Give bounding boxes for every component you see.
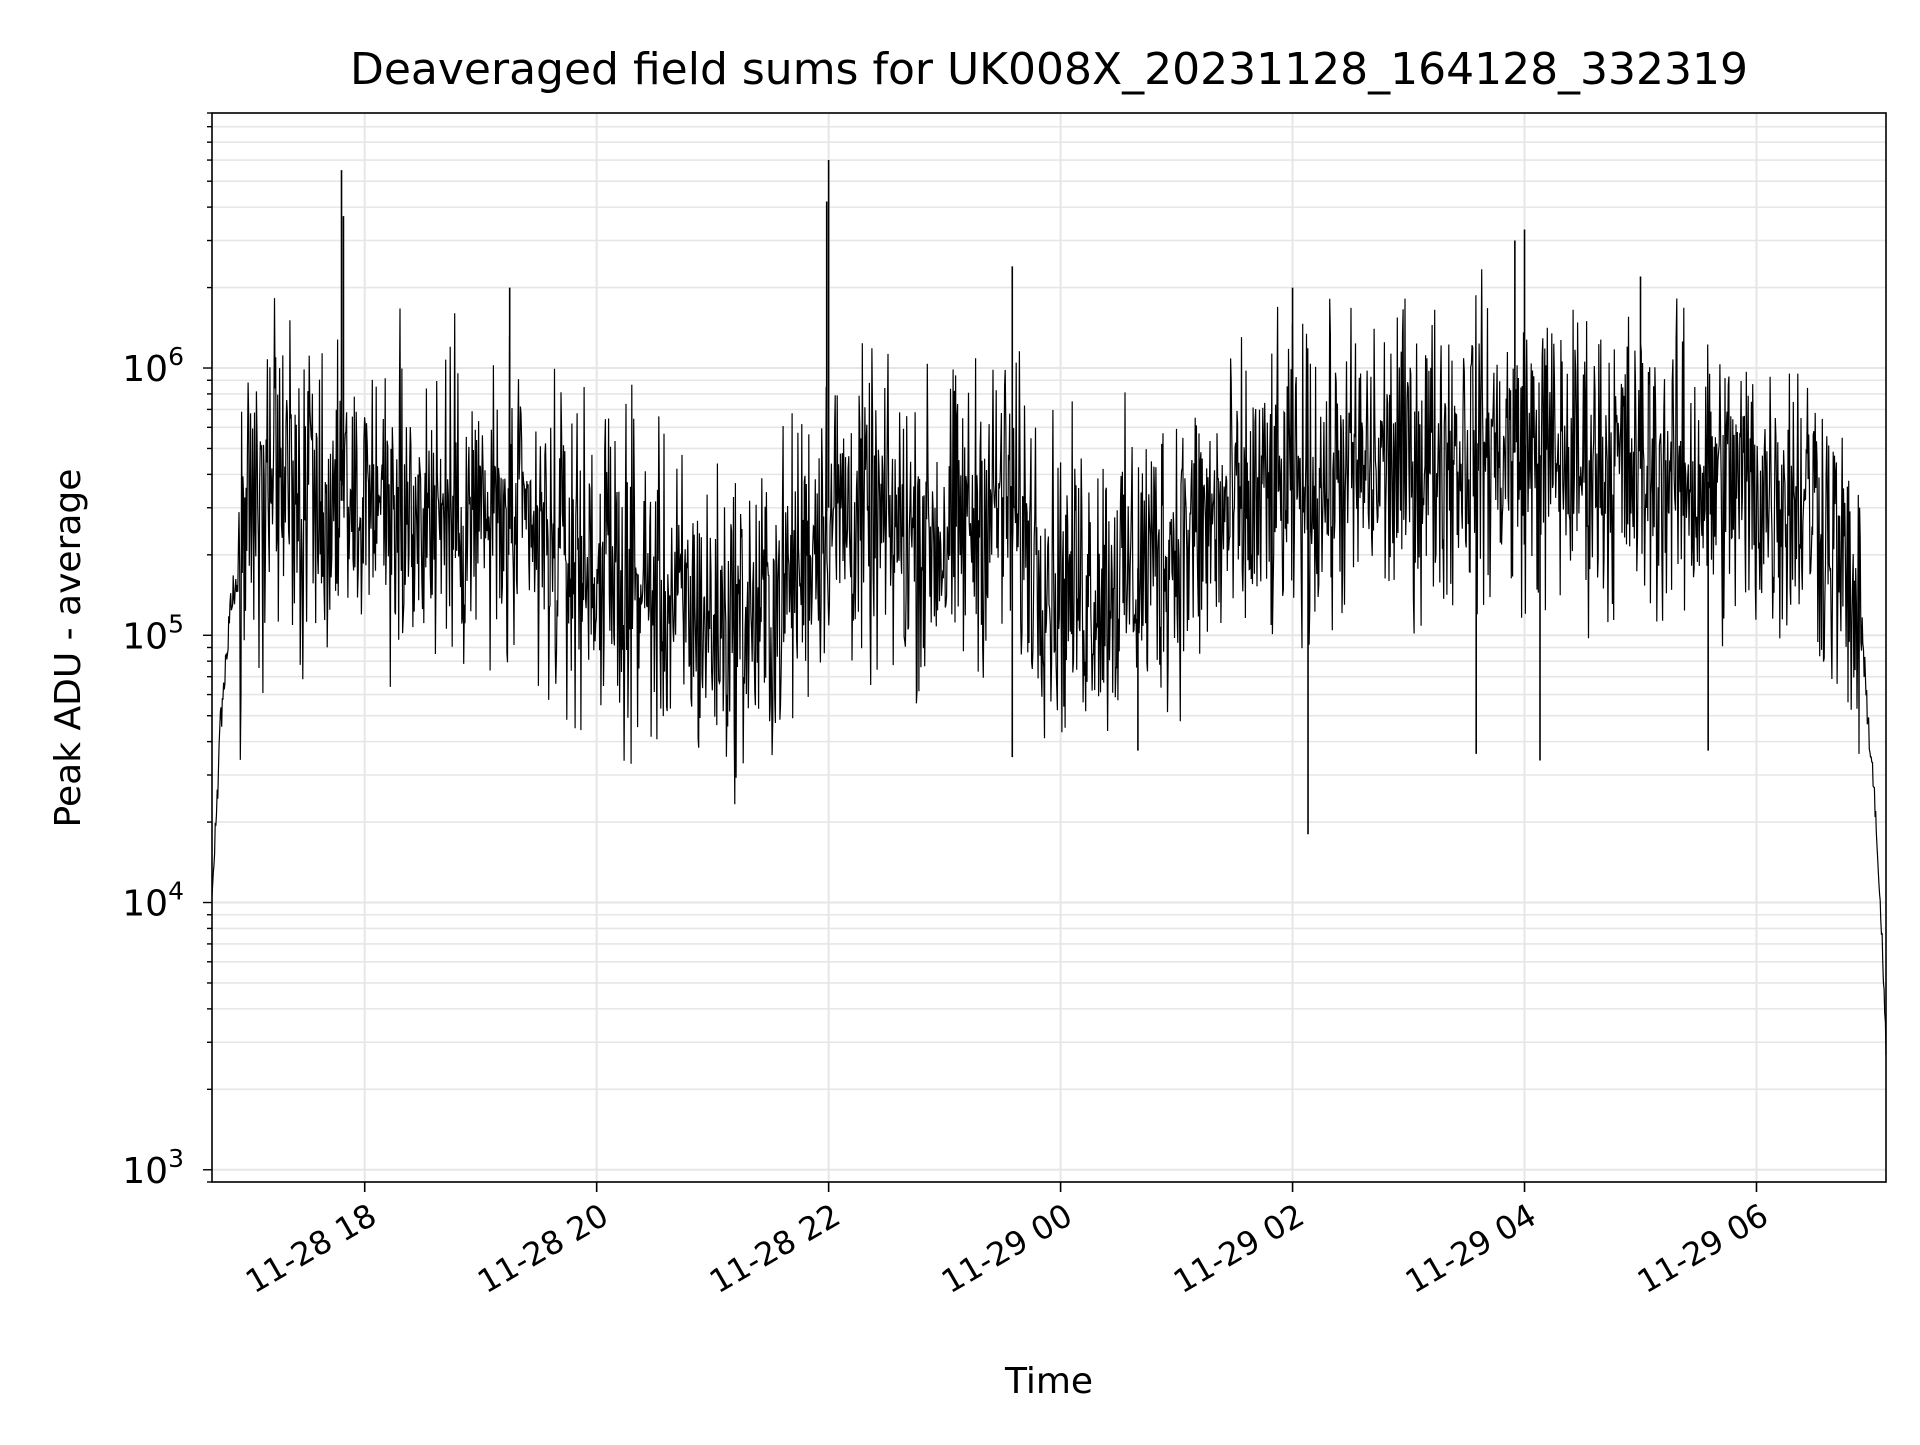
y-tick-exponent: 5 [168, 609, 184, 638]
data-layer [211, 160, 1887, 1055]
y-tick-exponent: 3 [168, 1144, 184, 1173]
y-tick-label: 106 [122, 342, 184, 390]
y-tick-exponent: 6 [168, 342, 184, 371]
y-tick-exponent: 4 [168, 877, 184, 906]
y-tick-base: 10 [122, 884, 168, 925]
y-tick-base: 10 [122, 1151, 168, 1192]
y-tick-base: 10 [122, 616, 168, 657]
y-tick-base: 10 [122, 349, 168, 390]
y-axis-label: Peak ADU - average [48, 469, 89, 828]
y-tick-label: 105 [122, 609, 184, 657]
y-tick-label: 103 [122, 1144, 184, 1192]
y-tick-label: 104 [122, 877, 184, 925]
series-line [211, 269, 1887, 1055]
chart-title: Deaveraged field sums for UK008X_2023112… [350, 44, 1748, 95]
x-axis-label: Time [1004, 1361, 1093, 1402]
